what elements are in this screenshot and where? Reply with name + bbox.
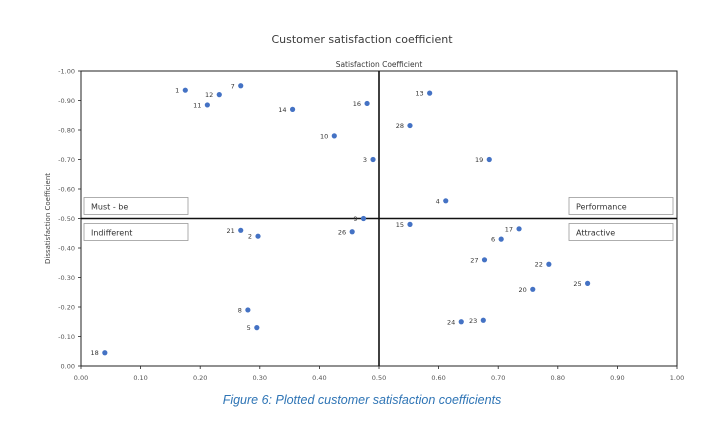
- y-tick-label: -1.00: [58, 68, 75, 76]
- data-point-label: 12: [205, 91, 213, 99]
- data-point: [370, 156, 376, 163]
- y-tick-label: -0.30: [58, 274, 75, 282]
- data-point: [546, 261, 552, 267]
- x-tick-label: 0.40: [312, 374, 326, 382]
- y-tick-label: -0.10: [58, 333, 75, 341]
- x-tick-label: 0.80: [551, 374, 565, 382]
- data-point-label: 22: [535, 261, 543, 269]
- x-tick-label: 0.00: [74, 374, 88, 382]
- data-point: [364, 100, 370, 107]
- data-point-label: 15: [396, 221, 404, 229]
- data-point: [530, 286, 536, 292]
- data-point: [182, 87, 188, 93]
- data-point: [331, 133, 337, 139]
- data-point: [238, 83, 244, 89]
- data-point-label: 16: [353, 100, 361, 108]
- data-point: [407, 221, 413, 227]
- figure-caption: Figure 6: Plotted customer satisfaction …: [222, 393, 502, 407]
- data-point: [481, 257, 488, 263]
- data-point: [427, 90, 433, 96]
- data-point-label: 1: [175, 87, 179, 95]
- data-point: [349, 229, 355, 235]
- data-point-label: 8: [238, 306, 242, 314]
- x-tick-label: 0.70: [491, 374, 505, 382]
- quadrant-attractive-label: Attractive: [576, 229, 615, 238]
- y-tick-label: -0.50: [58, 215, 75, 223]
- data-point-label: 5: [247, 324, 251, 332]
- quadrant-performance-box: [568, 197, 674, 215]
- data-point: [254, 325, 260, 331]
- x-tick-label: 0.60: [431, 374, 445, 382]
- x-tick-label: 0.30: [253, 374, 267, 382]
- y-axis-label: Dissatisfaction Coefficient: [44, 173, 52, 264]
- data-point-label: 7: [231, 82, 235, 90]
- data-point: [498, 236, 504, 242]
- data-point: [480, 317, 486, 323]
- data-point: [407, 122, 413, 129]
- data-point: [102, 350, 108, 356]
- data-point: [289, 106, 296, 112]
- data-point-label: 2: [248, 233, 252, 241]
- x-tick-label: 1.00: [670, 374, 684, 382]
- data-point-label: 19: [475, 156, 483, 164]
- plot-area: Satisfaction Coefficient 0.00 0.10 0.20 0.30…: [44, 60, 684, 382]
- data-point-label: 3: [363, 156, 367, 164]
- quadrant-indifferent-box: [83, 223, 189, 241]
- data-point: [255, 233, 261, 239]
- data-point: [238, 227, 244, 233]
- data-point: [585, 280, 591, 286]
- data-point-label: 9: [353, 215, 357, 223]
- data-point-label: 26: [338, 228, 346, 236]
- y-tick-label: -0.60: [58, 186, 75, 194]
- x-tick-label: 0.90: [610, 374, 624, 382]
- data-point: [516, 226, 522, 232]
- y-tick-label: -0.20: [58, 304, 75, 312]
- data-point-label: 17: [505, 225, 513, 233]
- y-tick-label: -0.70: [58, 156, 75, 164]
- data-point-label: 25: [573, 280, 581, 288]
- data-point: [458, 319, 464, 325]
- y-tick-label: -0.90: [58, 97, 75, 105]
- data-point: [360, 215, 367, 222]
- data-point-label: 18: [91, 349, 99, 357]
- chart-title: Customer satisfaction coefficient: [271, 33, 453, 46]
- data-point: [443, 198, 449, 204]
- data-point-label: 21: [226, 227, 234, 235]
- data-point-label: 4: [436, 197, 440, 205]
- data-point: [486, 156, 492, 163]
- y-tick-label: -0.40: [58, 245, 75, 253]
- data-point-label: 20: [518, 286, 526, 294]
- data-point-label: 10: [320, 132, 328, 140]
- quadrant-performance-label: Performance: [576, 203, 627, 212]
- data-point-label: 28: [396, 122, 404, 130]
- quadrant-attractive-box: [568, 223, 674, 241]
- y-tick-label: 0.00: [61, 363, 75, 371]
- data-point-label: 24: [447, 318, 455, 326]
- data-point-label: 13: [415, 90, 423, 98]
- x-tick-label: 0.10: [133, 374, 147, 382]
- x-tick-label: 0.50: [372, 374, 386, 382]
- data-point-label: 27: [470, 256, 478, 264]
- data-point-label: 6: [491, 236, 495, 244]
- data-point: [245, 307, 251, 313]
- quadrant-must-be-box: [83, 197, 189, 215]
- inner-title: Satisfaction Coefficient: [336, 60, 423, 69]
- x-tick-label: 0.20: [193, 374, 207, 382]
- data-point-label: 11: [193, 101, 201, 109]
- data-point: [216, 92, 222, 98]
- scatter-chart: Customer satisfaction coefficient Satisf…: [44, 33, 684, 382]
- y-tick-label: -0.80: [58, 127, 75, 135]
- data-point-label: 23: [469, 317, 477, 325]
- quadrant-must-be-label: Must - be: [91, 203, 128, 212]
- data-point: [204, 102, 210, 108]
- quadrant-indifferent-label: Indifferent: [91, 229, 132, 238]
- data-point-label: 14: [278, 106, 286, 114]
